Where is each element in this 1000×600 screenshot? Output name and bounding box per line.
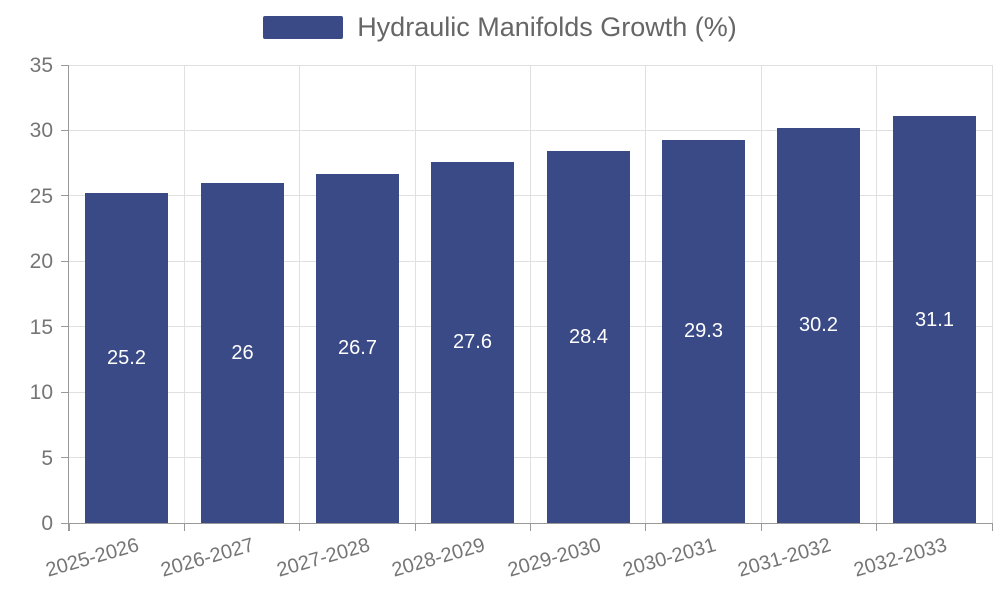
y-axis-tick-label: 5 <box>41 446 53 470</box>
bar-2032-2033 <box>893 116 976 523</box>
x-axis-tick <box>183 523 185 531</box>
x-axis-tick <box>68 523 70 531</box>
y-axis-tick <box>61 260 69 262</box>
x-gridline <box>991 65 993 523</box>
y-axis-line <box>68 65 69 531</box>
y-axis-tick <box>61 457 69 459</box>
y-axis-tick-label: 15 <box>29 315 53 339</box>
bar-value-label: 28.4 <box>569 326 608 348</box>
bar-value-label: 25.2 <box>107 347 146 369</box>
x-gridline <box>299 65 301 523</box>
y-axis-tick-label: 0 <box>41 512 53 535</box>
x-axis-category-label: 2025-2026 <box>43 534 142 582</box>
y-axis-tick <box>61 326 69 328</box>
y-axis-tick <box>61 195 69 197</box>
x-axis-category-label: 2026-2027 <box>158 534 257 582</box>
x-gridline <box>414 65 416 523</box>
x-axis-tick <box>414 523 416 531</box>
bar-value-label: 27.6 <box>453 331 492 353</box>
x-gridline <box>760 65 762 523</box>
y-axis-tick <box>61 64 69 66</box>
bar-value-label: 30.2 <box>799 314 838 336</box>
x-axis-line <box>69 523 992 524</box>
y-axis-tick <box>61 522 69 524</box>
y-axis-tick-label: 25 <box>29 184 53 208</box>
bar-2025-2026 <box>85 193 168 523</box>
x-axis-category-label: 2027-2028 <box>274 534 373 582</box>
y-axis-tick <box>61 391 69 393</box>
bar-2031-2032 <box>777 127 860 523</box>
x-gridline <box>530 65 531 523</box>
x-axis-tick <box>760 523 762 531</box>
chart-legend[interactable]: Hydraulic Manifolds Growth (%) <box>0 14 1000 41</box>
y-axis-tick-label: 35 <box>29 54 53 77</box>
y-axis-tick-label: 30 <box>29 119 53 143</box>
bar-2030-2031 <box>662 139 745 523</box>
x-gridline <box>645 65 647 523</box>
bar-2029-2030 <box>547 151 630 523</box>
bar-value-label: 26 <box>231 342 254 364</box>
x-gridline <box>876 65 878 523</box>
x-axis-tick <box>530 523 531 531</box>
bar-value-label: 31.1 <box>915 309 954 331</box>
x-axis-tick <box>876 523 878 531</box>
x-gridline <box>183 65 185 523</box>
x-axis-category-label: 2030-2031 <box>620 534 719 582</box>
bar-2027-2028 <box>316 173 399 523</box>
x-axis-tick <box>991 523 993 531</box>
legend-swatch <box>263 16 344 39</box>
y-axis-tick <box>61 129 69 131</box>
bar-value-label: 26.7 <box>338 337 377 359</box>
x-axis-category-label: 2032-2033 <box>851 534 950 582</box>
x-axis-category-label: 2028-2029 <box>389 534 488 582</box>
x-axis-category-label: 2031-2032 <box>735 534 834 582</box>
y-axis-tick-label: 20 <box>29 250 53 274</box>
x-axis-tick <box>299 523 301 531</box>
bar-2028-2029 <box>431 161 514 523</box>
x-axis-tick <box>645 523 647 531</box>
bar-value-label: 29.3 <box>684 320 723 342</box>
x-axis-category-label: 2029-2030 <box>504 534 603 582</box>
bar-2026-2027 <box>201 182 284 523</box>
y-axis-tick-label: 10 <box>29 381 53 405</box>
legend-label: Hydraulic Manifolds Growth (%) <box>357 12 737 42</box>
